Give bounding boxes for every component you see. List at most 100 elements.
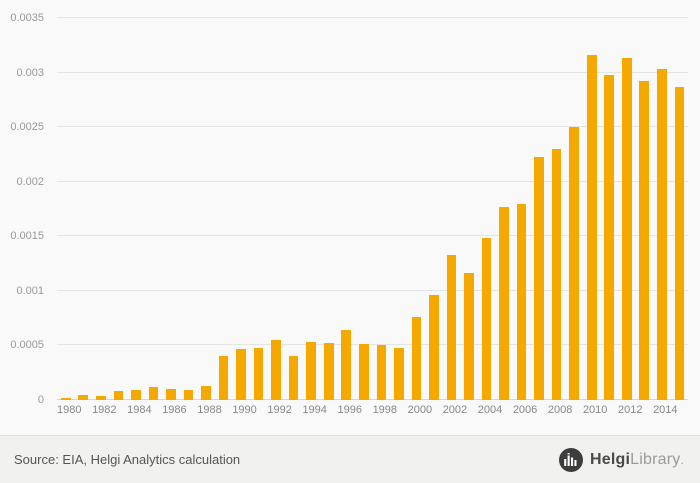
bar-2004: [478, 18, 496, 400]
bar-2015: [671, 18, 689, 400]
bar-rect-1995: [323, 343, 334, 400]
x-tick-label: [678, 404, 689, 420]
bar-1990: [232, 18, 250, 400]
bar-rect-1982: [96, 395, 106, 400]
bar-2007: [530, 18, 548, 400]
bar-rect-1980: [60, 397, 71, 400]
bar-1997: [355, 18, 373, 400]
bar-rect-2000: [411, 317, 422, 400]
bar-rect-1994: [306, 342, 317, 400]
x-tick-label: [397, 404, 408, 420]
bar-rect-1999: [394, 347, 404, 400]
x-tick-label: [467, 404, 478, 420]
x-tick-label: 1990: [232, 404, 257, 416]
x-tick-label: 1982: [92, 404, 117, 416]
bar-1995: [320, 18, 338, 400]
bar-2010: [583, 18, 601, 400]
bar-1985: [145, 18, 163, 400]
y-tick-label: 0.002: [16, 175, 44, 188]
x-tick-label: 2006: [512, 404, 538, 416]
x-tick-label: 2012: [618, 404, 643, 416]
x-tick-label: 1992: [267, 404, 292, 416]
bar-rect-1992: [271, 339, 281, 400]
y-tick-label: 0.003: [16, 66, 44, 79]
x-tick-label: 1986: [162, 404, 187, 416]
x-tick-label: 1996: [337, 404, 362, 416]
bar-2012: [618, 18, 636, 400]
bar-1991: [250, 18, 268, 400]
x-tick-label: 1980: [57, 404, 82, 416]
bar-1996: [338, 18, 356, 400]
x-tick-label: 2008: [547, 404, 573, 416]
x-tick-label: 2004: [477, 404, 503, 416]
x-tick-label: [432, 404, 443, 420]
bar-2009: [565, 18, 583, 400]
bar-2013: [636, 18, 654, 400]
x-tick-label: [222, 404, 233, 420]
bar-1986: [162, 18, 180, 400]
gridline: [57, 289, 688, 291]
bar-1992: [267, 18, 285, 400]
y-tick-label: 0.001: [16, 284, 44, 297]
plot-area: [57, 17, 688, 400]
bar-rect-2009: [569, 127, 579, 400]
bar-rect-1990: [236, 348, 246, 400]
y-tick-label: 0.0005: [10, 339, 44, 352]
logo-text: HelgiLibrary.: [590, 451, 684, 469]
bar-1980: [57, 18, 75, 400]
bar-2014: [653, 18, 671, 400]
bar-rect-1989: [218, 356, 229, 400]
bar-rect-2003: [464, 273, 474, 400]
x-tick-label: [537, 404, 548, 420]
bar-rect-1985: [148, 386, 159, 400]
bar-1987: [180, 18, 198, 400]
x-tick-label: 2000: [407, 404, 433, 416]
bar-1998: [373, 18, 391, 400]
bar-rect-2001: [429, 295, 439, 400]
bar-rect-2013: [639, 81, 650, 400]
bar-rect-2012: [621, 58, 632, 400]
footer: Source: EIA, Helgi Analytics calculation…: [0, 435, 700, 483]
bars-container: [57, 18, 688, 400]
bar-rect-1993: [288, 356, 299, 400]
x-tick-label: 1988: [197, 404, 222, 416]
bar-rect-2015: [674, 86, 685, 400]
x-tick-label: [187, 404, 198, 420]
bar-1999: [390, 18, 408, 400]
bar-rect-2011: [604, 74, 615, 400]
x-tick-label: [327, 404, 338, 420]
bar-1988: [197, 18, 215, 400]
bar-rect-2010: [586, 55, 597, 400]
x-tick-label: [117, 404, 128, 420]
bar-rect-2006: [516, 203, 527, 400]
y-tick-label: 0.0015: [10, 230, 44, 243]
gridline: [57, 126, 688, 128]
bar-2008: [548, 18, 566, 400]
x-tick-label: [502, 404, 513, 420]
helgi-library-logo[interactable]: HelgiLibrary.: [559, 447, 684, 472]
bar-rect-1997: [358, 344, 369, 400]
x-tick-label: [362, 404, 373, 420]
x-tick-label: [572, 404, 583, 420]
gridline: [57, 235, 688, 237]
gridline: [57, 17, 688, 18]
bar-rect-1996: [341, 330, 352, 400]
bar-rect-1984: [131, 390, 141, 400]
bar-rect-1988: [201, 385, 211, 400]
x-tick-label: 2010: [582, 404, 608, 416]
bar-1983: [110, 18, 128, 400]
bar-2002: [443, 18, 461, 400]
source-text: Source: EIA, Helgi Analytics calculation: [14, 452, 241, 467]
y-axis: 0 0.0005 0.001 0.0015 0.002 0.0025 0.003 0.0035: [0, 12, 50, 406]
bar-rect-1981: [78, 394, 89, 400]
bar-2006: [513, 18, 531, 400]
bar-2003: [460, 18, 478, 400]
bar-2011: [600, 18, 618, 400]
x-tick-label: 2014: [653, 404, 678, 416]
bar-rect-1987: [183, 390, 194, 400]
bar-rect-1983: [113, 391, 124, 400]
bar-1994: [302, 18, 320, 400]
logo-text-secondary: Library: [630, 450, 681, 468]
x-tick-label: 2002: [442, 404, 468, 416]
gridline: [57, 344, 688, 346]
